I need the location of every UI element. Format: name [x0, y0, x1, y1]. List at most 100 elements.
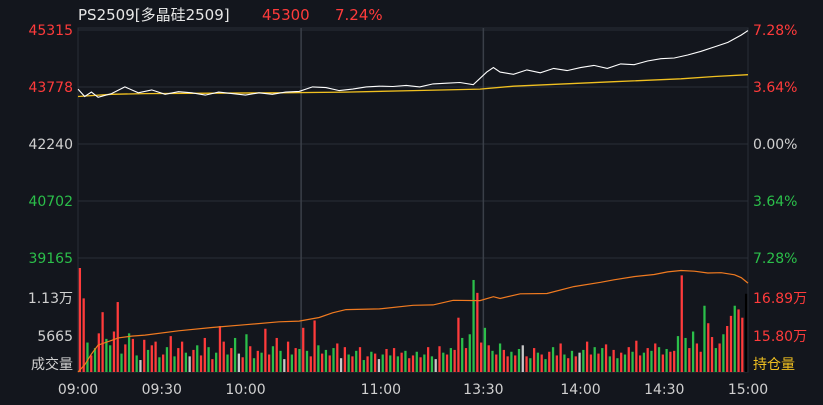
volume-bar: [567, 358, 570, 372]
volume-bar: [445, 354, 449, 372]
volume-bar: [374, 353, 377, 372]
volume-bar: [241, 357, 244, 372]
volume-bar: [453, 349, 456, 372]
grid: [77, 27, 749, 373]
volume-bar: [169, 336, 172, 372]
volume-bar: [283, 359, 286, 372]
volume-bar: [226, 354, 229, 372]
contract-title: PS2509[多晶硅2509]: [78, 6, 230, 24]
volume-bar: [143, 339, 146, 372]
volume-bar: [582, 349, 585, 372]
volume-bar: [729, 315, 733, 372]
price-tick-label: 43778: [28, 80, 73, 96]
open-interest-axis-label: 15.80万: [753, 329, 807, 345]
volume-bar: [612, 349, 615, 372]
volume-bar: [230, 348, 233, 372]
volume-bar: [680, 275, 683, 372]
volume-bar: [540, 354, 543, 372]
volume-bar: [165, 347, 169, 372]
volume-bar: [93, 348, 97, 372]
time-tick-label: 14:30: [644, 382, 684, 398]
volume-bar: [358, 347, 362, 372]
volume-bar: [627, 347, 630, 372]
volume-bar: [536, 352, 540, 372]
volume-bar: [434, 359, 437, 372]
volume-bar: [695, 343, 699, 372]
volume-bar: [339, 358, 343, 372]
volume-bar: [279, 350, 282, 372]
volume-axis-label: 5665: [37, 329, 73, 345]
volume-bar: [317, 345, 320, 372]
volume-bar: [154, 341, 157, 372]
volume-bar: [495, 354, 498, 372]
volume-bar: [336, 343, 339, 372]
volume-bar: [608, 356, 611, 372]
volume-bar: [109, 345, 112, 372]
time-tick-label: 11:00: [361, 382, 401, 398]
volume-bar: [290, 354, 294, 372]
volume-bar: [135, 355, 138, 372]
volume-bar: [593, 347, 596, 372]
volume-bar: [124, 344, 127, 372]
volume-bar: [400, 352, 403, 372]
volume-bar: [487, 345, 490, 372]
volume-bar: [616, 358, 619, 372]
volume-bar: [275, 337, 278, 372]
price-tick-label: 40702: [28, 194, 73, 210]
volume-bar: [404, 350, 407, 372]
volume-bar: [510, 351, 513, 372]
time-tick-label: 14:00: [560, 382, 600, 398]
volume-bar: [559, 343, 562, 372]
volume-bar: [396, 356, 399, 372]
volume-bar: [620, 352, 623, 372]
volume-bar: [196, 345, 199, 372]
volume-bar: [120, 353, 123, 372]
volume-bar: [411, 355, 415, 372]
volume-bar: [483, 327, 487, 372]
volume-bar: [665, 348, 668, 372]
volume-bar: [461, 337, 464, 372]
volume-bar: [703, 305, 706, 372]
volume-bar: [532, 348, 536, 372]
volume-bar: [313, 320, 316, 372]
time-tick-label: 09:30: [142, 382, 182, 398]
volume-bar: [302, 327, 305, 372]
volume-bar: [173, 356, 176, 372]
volume-bar: [578, 352, 581, 372]
volume-bar: [203, 337, 206, 372]
volume-bar: [355, 350, 358, 372]
volume-bar: [722, 334, 725, 372]
time-tick-label: 09:00: [58, 382, 98, 398]
volume-bar: [525, 356, 528, 372]
price-line: [77, 30, 749, 98]
volume-bar: [324, 349, 328, 372]
volume-bar: [601, 348, 604, 372]
volume-bar: [199, 355, 203, 372]
volume-bar: [673, 350, 676, 372]
volume-bar: [150, 345, 153, 372]
volume-bar: [449, 348, 452, 372]
volume-bar: [211, 359, 214, 372]
volume-bar: [423, 354, 426, 372]
volume-bar: [389, 355, 392, 372]
volume-bar: [177, 348, 180, 372]
volume-bar: [726, 325, 729, 372]
volume-bar: [555, 355, 558, 372]
volume-bar: [548, 351, 551, 372]
volume-bar: [218, 325, 222, 372]
price-change-pct: 7.24%: [335, 6, 383, 24]
volume-bar: [744, 293, 748, 372]
volume-bar: [464, 348, 468, 372]
volume-bar: [268, 354, 271, 372]
volume-bar: [472, 279, 475, 372]
volume-bar: [332, 348, 335, 372]
volume-bar: [377, 359, 381, 372]
volume-bar: [294, 348, 297, 372]
volume-bar: [343, 347, 346, 372]
volume-bar: [419, 357, 422, 372]
volume-bar: [105, 338, 108, 372]
volume-bar: [699, 351, 702, 372]
volume-bar: [438, 346, 441, 372]
volume-bar: [604, 344, 608, 372]
